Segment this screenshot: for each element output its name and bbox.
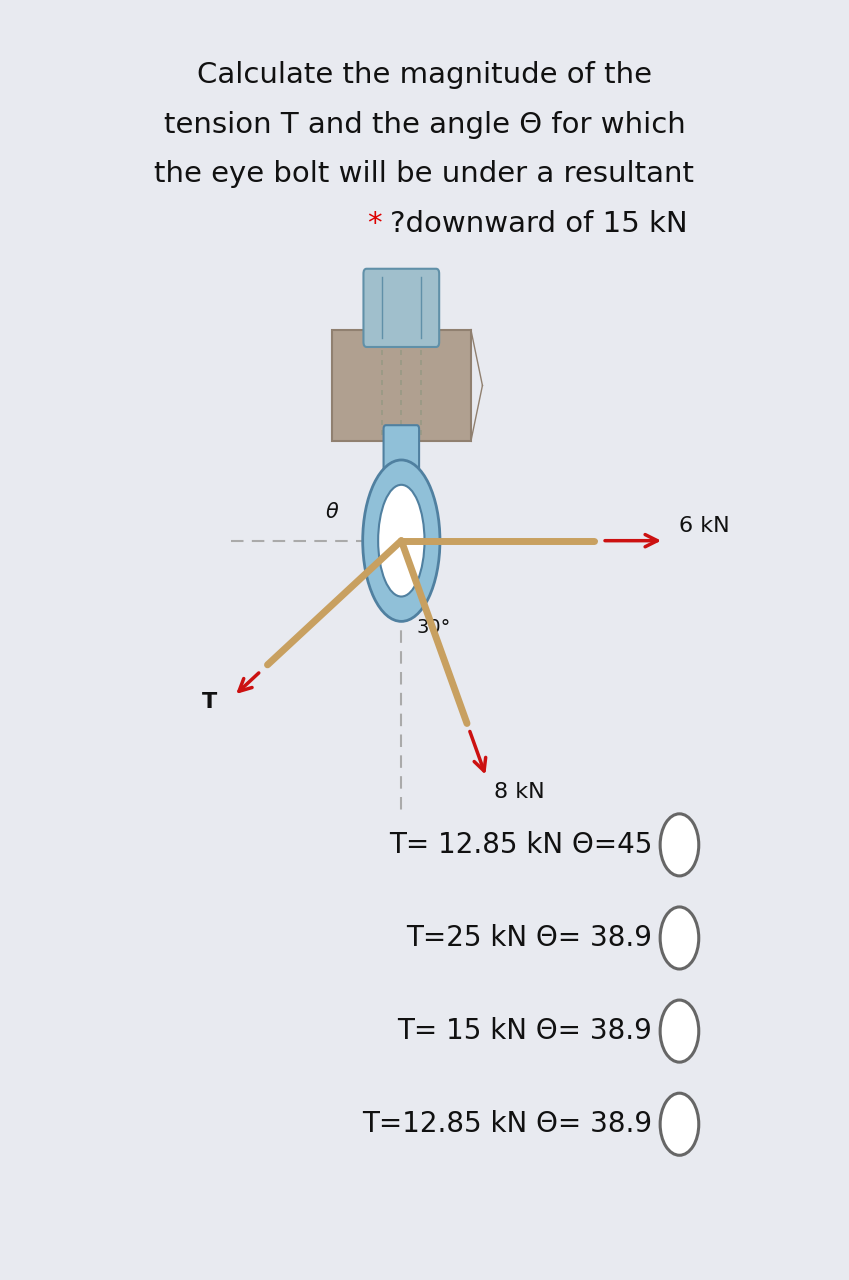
Text: T: T: [201, 692, 216, 712]
Text: T= 15 kN Θ= 38.9: T= 15 kN Θ= 38.9: [397, 1018, 652, 1044]
Text: T=25 kN Θ= 38.9: T=25 kN Θ= 38.9: [407, 924, 652, 952]
Text: ?downward of 15 kN: ?downward of 15 kN: [390, 210, 688, 238]
Ellipse shape: [378, 485, 424, 596]
FancyBboxPatch shape: [332, 329, 471, 442]
Circle shape: [661, 908, 699, 969]
Text: 30°: 30°: [417, 618, 451, 637]
FancyBboxPatch shape: [384, 425, 419, 483]
Text: Calculate the magnitude of the: Calculate the magnitude of the: [197, 61, 652, 90]
Circle shape: [661, 1000, 699, 1062]
Text: tension T and the angle Θ for which: tension T and the angle Θ for which: [164, 111, 685, 138]
Text: 8 kN: 8 kN: [494, 782, 545, 801]
FancyBboxPatch shape: [363, 269, 439, 347]
Text: T=12.85 kN Θ= 38.9: T=12.85 kN Θ= 38.9: [363, 1110, 652, 1138]
Text: the eye bolt will be under a resultant: the eye bolt will be under a resultant: [155, 160, 694, 188]
Text: T= 12.85 kN Θ=45: T= 12.85 kN Θ=45: [389, 831, 652, 859]
Circle shape: [661, 1093, 699, 1156]
Circle shape: [661, 814, 699, 876]
Text: *: *: [368, 210, 382, 238]
Ellipse shape: [363, 460, 440, 621]
Text: θ: θ: [325, 502, 338, 522]
Text: 6 kN: 6 kN: [679, 516, 730, 536]
